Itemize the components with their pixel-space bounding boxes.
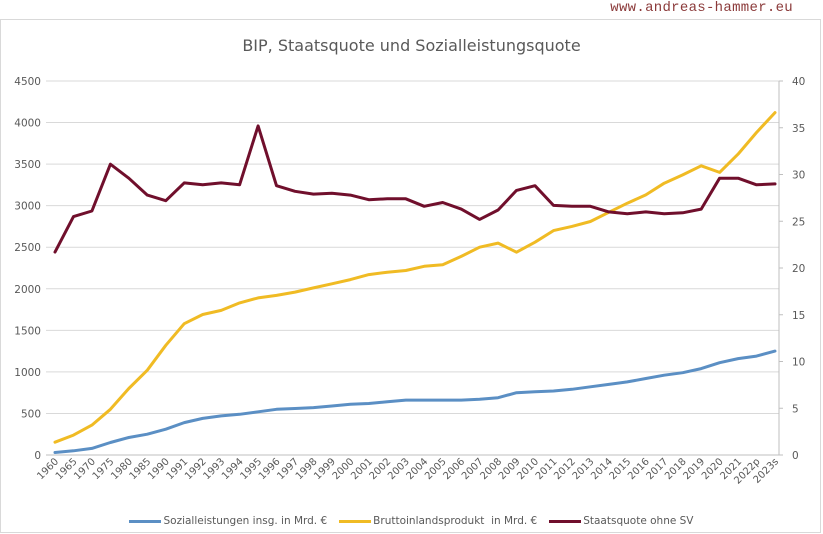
legend-item-staatsquote: Staatsquote ohne SV [549, 515, 694, 527]
series-lines [53, 111, 777, 454]
legend-swatch-bip [339, 519, 372, 523]
legend-swatch-sozialleistungen [129, 519, 162, 523]
chart-title: BIP, Staatsquote und Sozialleistungsquot… [242, 36, 581, 55]
y-right-tick-label: 25 [792, 216, 805, 228]
gridlines [46, 80, 779, 456]
chart-frame [0, 19, 821, 533]
y-left-tick-label: 2500 [14, 242, 41, 254]
legend-item-sozialleistungen: Sozialleistungen insg. in Mrd. € [129, 515, 327, 527]
y-right-tick-label: 5 [792, 403, 799, 415]
y-right-tick-label: 20 [792, 263, 805, 275]
y-right-tick-label: 0 [792, 450, 799, 462]
y-left-tick-label: 2000 [14, 284, 41, 296]
watermark-url: www.andreas-hammer.eu [610, 0, 793, 16]
legend-item-bip: Bruttoinlandsprodukt in Mrd. € [339, 515, 537, 527]
y-right-tick-label: 35 [792, 123, 805, 135]
legend: Sozialleistungen insg. in Mrd. € Bruttoi… [0, 515, 823, 527]
y-left-tick-label: 1000 [14, 367, 41, 379]
y-right-tick-label: 10 [792, 357, 805, 369]
y-axis-right: 0 5 10 15 20 25 30 35 40 [778, 76, 805, 462]
y-left-tick-label: 1500 [14, 325, 41, 337]
y-left-tick-label: 3000 [14, 201, 41, 213]
legend-swatch-staatsquote [549, 519, 582, 523]
y-left-tick-label: 4000 [14, 118, 41, 130]
legend-label-sozialleistungen: Sozialleistungen insg. in Mrd. € [163, 515, 328, 527]
series-line-2 [53, 124, 777, 254]
y-left-tick-label: 500 [21, 408, 41, 420]
y-right-tick-label: 30 [792, 170, 805, 182]
series-line-1 [53, 111, 777, 444]
y-left-tick-label: 3500 [14, 159, 41, 171]
legend-label-bip: Bruttoinlandsprodukt in Mrd. € [373, 515, 538, 527]
y-right-tick-label: 15 [792, 310, 805, 322]
series-line-0 [53, 349, 777, 454]
y-axis-left: 0 500 1000 1500 2000 2500 3000 3500 4000 4500 [14, 76, 41, 462]
y-left-tick-label: 4500 [14, 76, 41, 88]
legend-label-staatsquote: Staatsquote ohne SV [583, 515, 694, 527]
y-right-tick-label: 40 [792, 76, 805, 88]
x-axis: 1960196519701975198019851990199119921993… [35, 456, 781, 486]
y-left-tick-label: 0 [34, 450, 41, 462]
